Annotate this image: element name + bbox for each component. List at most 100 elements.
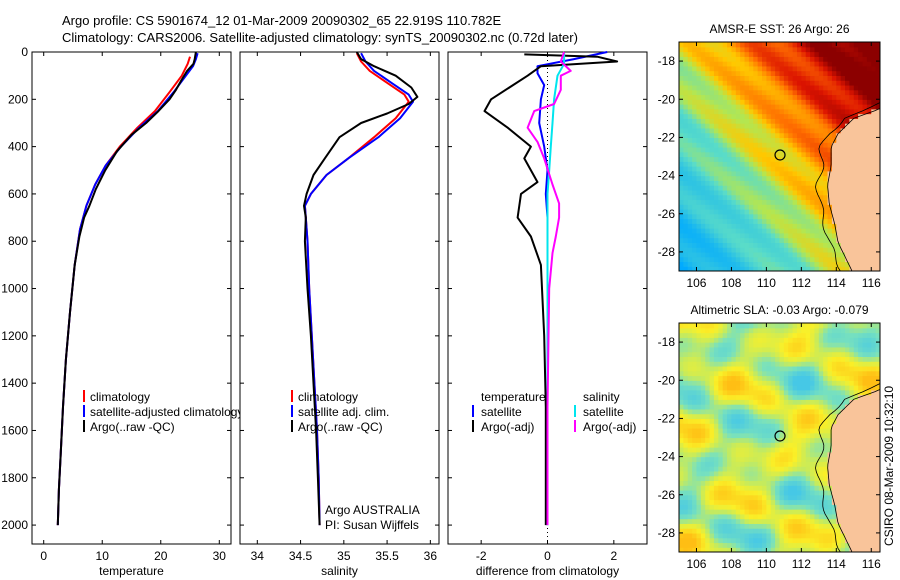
- map-cell: [744, 237, 750, 243]
- map-cell: [862, 323, 868, 329]
- map-cell: [700, 461, 706, 467]
- map-cell: [718, 413, 724, 420]
- map-cell: [753, 99, 759, 105]
- map-cell: [679, 437, 684, 443]
- map-cell: [779, 451, 785, 458]
- map-cell: [696, 442, 702, 448]
- map-cell: [783, 208, 789, 215]
- map-cell: [875, 485, 880, 491]
- map-cell: [775, 266, 781, 271]
- map-cell: [845, 518, 851, 524]
- map-cell: [696, 385, 702, 391]
- map-cell: [740, 342, 746, 348]
- map-cell: [744, 232, 750, 239]
- map-cell: [762, 337, 767, 343]
- map-cell: [862, 356, 868, 362]
- map-cell: [709, 99, 715, 105]
- map-cell: [801, 89, 807, 96]
- map-cell: [866, 142, 872, 148]
- map-cell: [840, 237, 846, 243]
- map-cell: [766, 480, 772, 486]
- map-cell: [858, 413, 864, 420]
- map-cell: [727, 523, 733, 529]
- map-cell: [792, 108, 798, 115]
- map-cell: [748, 504, 754, 510]
- map-cell: [836, 442, 842, 448]
- map-cell: [783, 509, 789, 515]
- map-cell: [875, 327, 880, 334]
- map-cell: [814, 518, 820, 524]
- map-cell: [770, 65, 776, 72]
- map-cell: [783, 480, 789, 486]
- map-cell: [744, 532, 750, 539]
- map-cell: [845, 75, 851, 81]
- map-cell: [875, 132, 880, 139]
- map-cell: [766, 61, 772, 67]
- x-tick-label: 35: [337, 549, 351, 563]
- map-cell: [770, 256, 776, 263]
- map-cell: [744, 156, 750, 162]
- map-cell: [692, 84, 698, 91]
- map-cell: [845, 137, 851, 143]
- map-cell: [849, 404, 855, 410]
- map-cell: [866, 413, 872, 420]
- map-cell: [823, 56, 829, 62]
- map-cell: [840, 170, 846, 177]
- map-cell: [766, 451, 772, 458]
- map-cell: [700, 99, 706, 105]
- map-cell: [827, 542, 833, 548]
- map-cell: [792, 380, 798, 386]
- map-cell: [875, 475, 880, 482]
- map-cell: [709, 223, 715, 229]
- map-cell: [862, 399, 868, 405]
- map-cell: [796, 451, 802, 458]
- map-cell: [845, 361, 851, 367]
- map-cell: [696, 104, 702, 110]
- map-cell: [775, 242, 781, 248]
- map-cell: [836, 456, 842, 462]
- map-cell: [866, 394, 872, 400]
- map-cell: [810, 266, 816, 271]
- map-cell: [766, 132, 772, 139]
- map-cell: [775, 337, 781, 343]
- map-cell: [762, 237, 767, 243]
- map-cell: [700, 199, 706, 205]
- map-cell: [731, 194, 737, 201]
- map-cell: [875, 480, 880, 486]
- map-cell: [871, 413, 877, 420]
- map-cell: [840, 442, 846, 448]
- map-cell: [718, 361, 724, 367]
- map-cell: [823, 46, 829, 53]
- map-cell: [713, 404, 719, 410]
- map-cell: [735, 118, 741, 124]
- map-cell: [845, 218, 851, 224]
- map-cell: [727, 351, 733, 357]
- map-cell: [722, 151, 728, 158]
- map-cell: [770, 137, 776, 143]
- map-cell: [836, 42, 842, 48]
- y-tick-label: 0: [21, 45, 28, 59]
- map-field: [679, 42, 880, 271]
- map-cell: [814, 132, 820, 139]
- map-cell: [831, 70, 837, 76]
- map-cell: [713, 365, 719, 372]
- map-cell: [727, 142, 733, 148]
- map-cell: [823, 256, 829, 263]
- map-cell: [792, 466, 798, 472]
- map-cell: [713, 466, 719, 472]
- map-cell: [788, 342, 794, 348]
- map-cell: [775, 547, 781, 552]
- map-cell: [766, 337, 772, 343]
- map-cell: [762, 499, 767, 505]
- map-cell: [792, 99, 798, 105]
- map-cell: [692, 70, 698, 76]
- map-cell: [762, 151, 767, 158]
- map-cell: [696, 56, 702, 62]
- map-cell: [757, 156, 763, 162]
- map-cell: [748, 375, 754, 381]
- map-cell: [757, 509, 763, 515]
- map-cell: [700, 146, 706, 153]
- map-cell: [805, 213, 811, 220]
- map-cell: [770, 504, 776, 510]
- map-cell: [823, 513, 829, 520]
